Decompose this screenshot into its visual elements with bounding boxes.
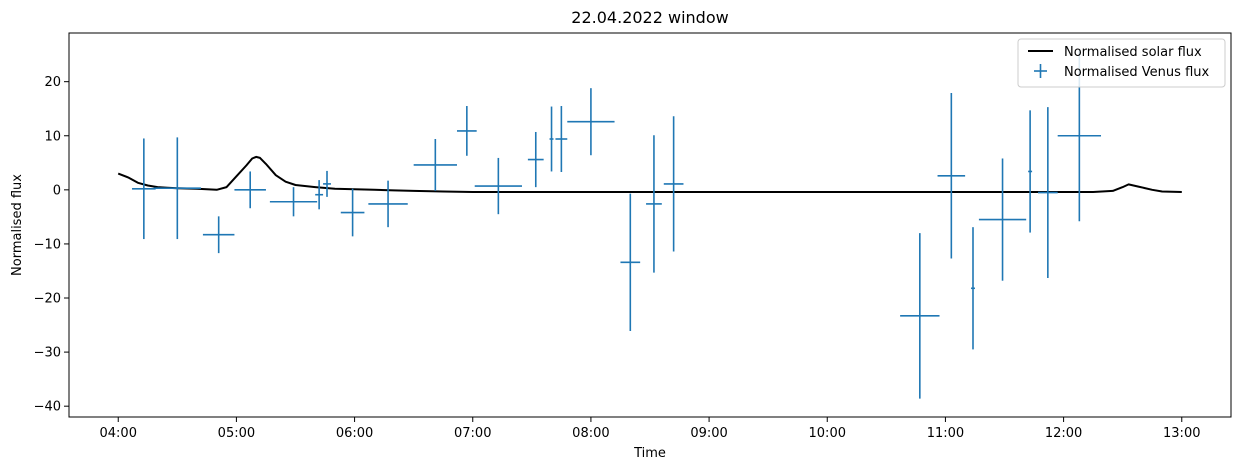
y-tick-label: −30 — [34, 346, 61, 361]
venus-errorbar-point — [555, 106, 568, 172]
x-tick-label: 08:00 — [572, 426, 609, 441]
venus-errorbar-point — [971, 227, 975, 350]
venus-errorbar-point — [132, 138, 156, 240]
venus-errorbar-point — [527, 131, 544, 188]
y-tick-label: −10 — [34, 237, 61, 252]
venus-errorbar-point — [234, 171, 266, 209]
x-tick-label: 11:00 — [927, 426, 964, 441]
y-tick-label: 0 — [53, 183, 61, 198]
venus-errorbar-point — [202, 216, 235, 254]
venus-errorbar-point — [269, 187, 318, 217]
venus-errorbar-point — [549, 106, 554, 172]
venus-errorbar-point — [937, 93, 966, 259]
x-tick-label: 13:00 — [1163, 426, 1200, 441]
plot-area — [117, 50, 1182, 399]
venus-errorbar-point — [368, 180, 408, 228]
venus-errorbar-point — [153, 137, 201, 240]
y-axis-label: Normalised flux — [10, 174, 25, 276]
y-axis: −40 −30 −20 −10 0 10 20 — [34, 75, 69, 415]
venus-errorbar-point — [663, 116, 684, 252]
x-tick-label: 06:00 — [336, 426, 373, 441]
venus-errorbar-point — [323, 170, 331, 197]
y-tick-label: 20 — [44, 75, 61, 90]
legend-box — [1017, 38, 1226, 88]
venus-errorbar-point — [340, 188, 365, 237]
venus-errorbar-point — [620, 193, 641, 332]
venus-errorbar-point — [413, 139, 457, 191]
legend: Normalised solar flux Normalised Venus f… — [1017, 38, 1226, 88]
venus-errorbar-point — [315, 180, 324, 210]
x-tick-label: 05:00 — [218, 426, 255, 441]
x-tick-label: 09:00 — [690, 426, 727, 441]
y-tick-label: −20 — [34, 292, 61, 307]
chart-title: 22.04.2022 window — [571, 8, 728, 27]
legend-venus-label: Normalised Venus flux — [1064, 65, 1209, 80]
x-axis-label: Time — [633, 446, 666, 461]
x-axis: 04:00 05:00 06:00 07:00 08:00 09:00 10:00 11:00… — [100, 417, 1200, 441]
venus-errorbar-point — [646, 135, 662, 273]
x-tick-label: 07:00 — [454, 426, 491, 441]
venus-errorbar-point — [978, 158, 1027, 281]
y-tick-label: −40 — [34, 400, 61, 415]
venus-errorbar-point — [456, 106, 477, 156]
legend-solar-label: Normalised solar flux — [1064, 45, 1202, 60]
venus-errorbar-point — [1037, 107, 1058, 279]
axes-frame — [68, 32, 1232, 418]
x-tick-label: 12:00 — [1045, 426, 1082, 441]
venus-errorbar-point — [474, 157, 522, 215]
venus-errorbar-point — [1028, 110, 1033, 233]
y-tick-label: 10 — [44, 129, 61, 144]
venus-errorbar-point — [900, 233, 940, 399]
x-tick-label: 04:00 — [100, 426, 137, 441]
venus-errorbar-point — [567, 88, 615, 156]
solar-flux-line — [117, 155, 1182, 193]
x-tick-label: 10:00 — [809, 426, 846, 441]
